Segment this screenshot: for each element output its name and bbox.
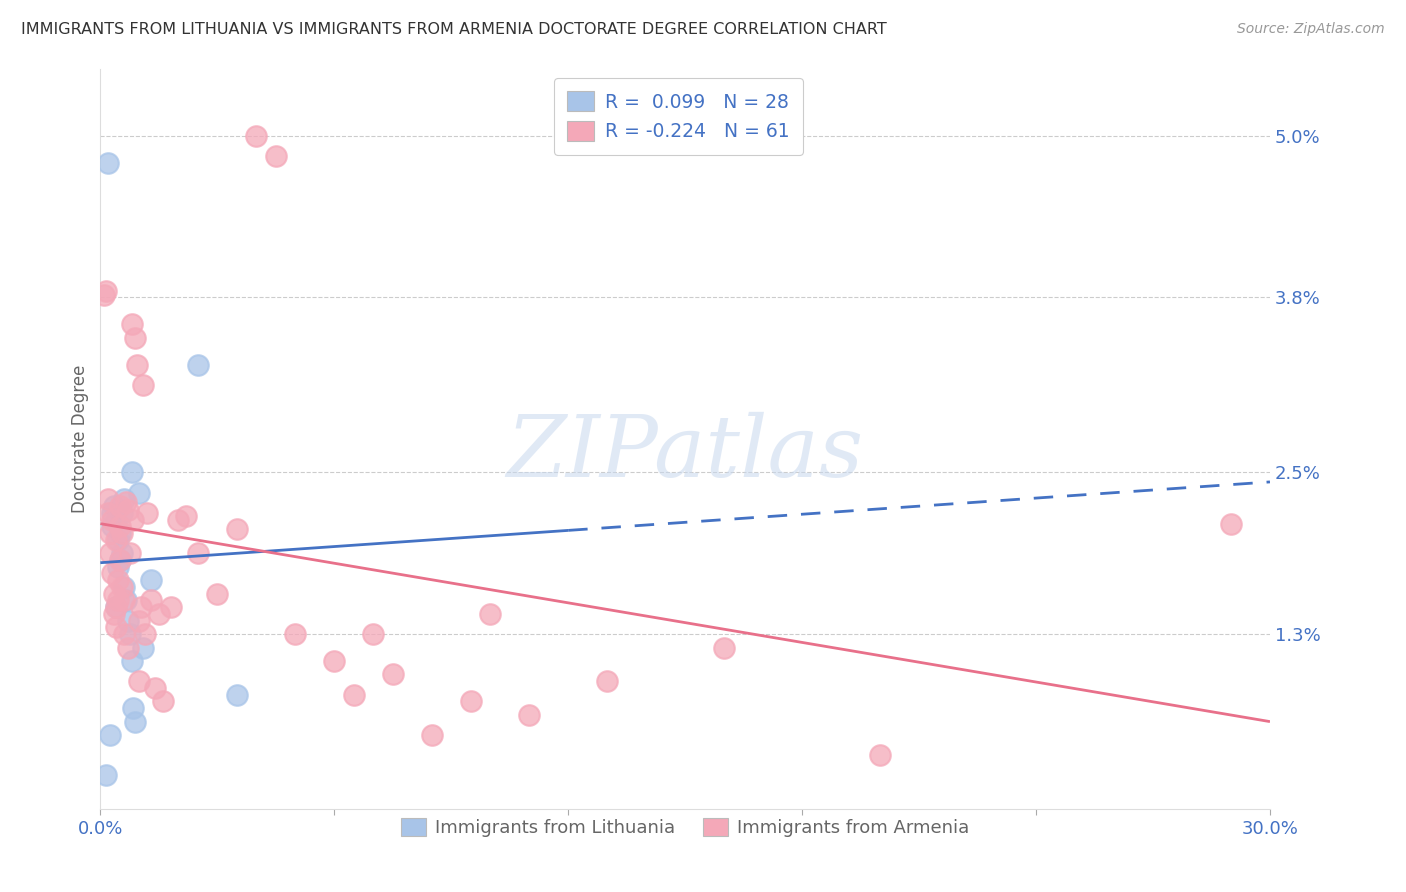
Point [128,485,150,500]
Point [117,640,139,655]
Point [121,318,143,332]
Point [869,748,891,763]
Legend: Immigrants from Lithuania, Immigrants from Armenia: Immigrants from Lithuania, Immigrants fr… [394,811,976,845]
Point [713,640,735,655]
Point [114,593,136,607]
Point [132,378,155,392]
Point [174,508,197,523]
Point [93,287,115,301]
Point [103,587,125,601]
Point [128,674,150,689]
Point [108,553,131,567]
Point [107,573,129,587]
Point [104,600,127,615]
Point [98,728,121,742]
Point [101,513,124,527]
Point [112,627,135,641]
Point [152,694,174,708]
Point [107,533,129,547]
Point [225,522,247,536]
Point [101,506,124,520]
Point [97,506,120,520]
Point [107,593,129,607]
Point [207,587,229,601]
Point [112,580,135,594]
Point [361,627,384,641]
Point [381,667,404,681]
Point [98,526,121,541]
Y-axis label: Doctorate Degree: Doctorate Degree [72,365,89,513]
Point [124,331,146,345]
Point [98,546,121,560]
Point [97,492,120,507]
Point [122,513,145,527]
Point [108,519,131,533]
Point [111,506,134,520]
Point [187,546,209,560]
Point [225,688,247,702]
Point [1220,516,1243,531]
Point [323,654,346,668]
Point [124,714,146,729]
Point [108,553,131,567]
Point [112,593,135,607]
Point [420,728,443,742]
Point [118,546,141,560]
Point [167,513,190,527]
Point [139,593,162,607]
Point [96,284,118,298]
Point [159,600,181,615]
Point [245,128,267,143]
Text: IMMIGRANTS FROM LITHUANIA VS IMMIGRANTS FROM ARMENIA DOCTORATE DEGREE CORRELATIO: IMMIGRANTS FROM LITHUANIA VS IMMIGRANTS … [21,22,887,37]
Point [103,499,125,513]
Point [129,600,152,615]
Point [107,559,129,574]
Point [118,627,141,641]
Point [127,358,149,372]
Point [264,149,287,163]
Point [108,499,131,513]
Point [136,506,159,520]
Point [132,640,155,655]
Point [117,503,139,517]
Point [104,600,127,615]
Point [187,358,209,372]
Point [460,694,482,708]
Point [111,546,134,560]
Point [117,614,139,628]
Point [96,768,118,782]
Point [139,573,162,587]
Point [114,495,136,509]
Point [121,654,143,668]
Point [101,519,124,533]
Point [479,607,502,621]
Point [112,492,135,507]
Point [122,701,145,715]
Text: ZIPatlas: ZIPatlas [506,412,863,495]
Point [343,688,366,702]
Text: Source: ZipAtlas.com: Source: ZipAtlas.com [1237,22,1385,37]
Point [148,607,170,621]
Point [596,674,619,689]
Point [104,620,127,634]
Point [121,466,143,480]
Point [284,627,307,641]
Point [97,155,120,169]
Point [103,607,125,621]
Point [134,627,156,641]
Point [101,566,124,581]
Point [111,526,134,541]
Point [104,513,127,527]
Point [128,614,150,628]
Point [517,707,540,722]
Point [108,526,131,541]
Point [143,681,166,695]
Point [111,580,134,594]
Point [104,533,127,547]
